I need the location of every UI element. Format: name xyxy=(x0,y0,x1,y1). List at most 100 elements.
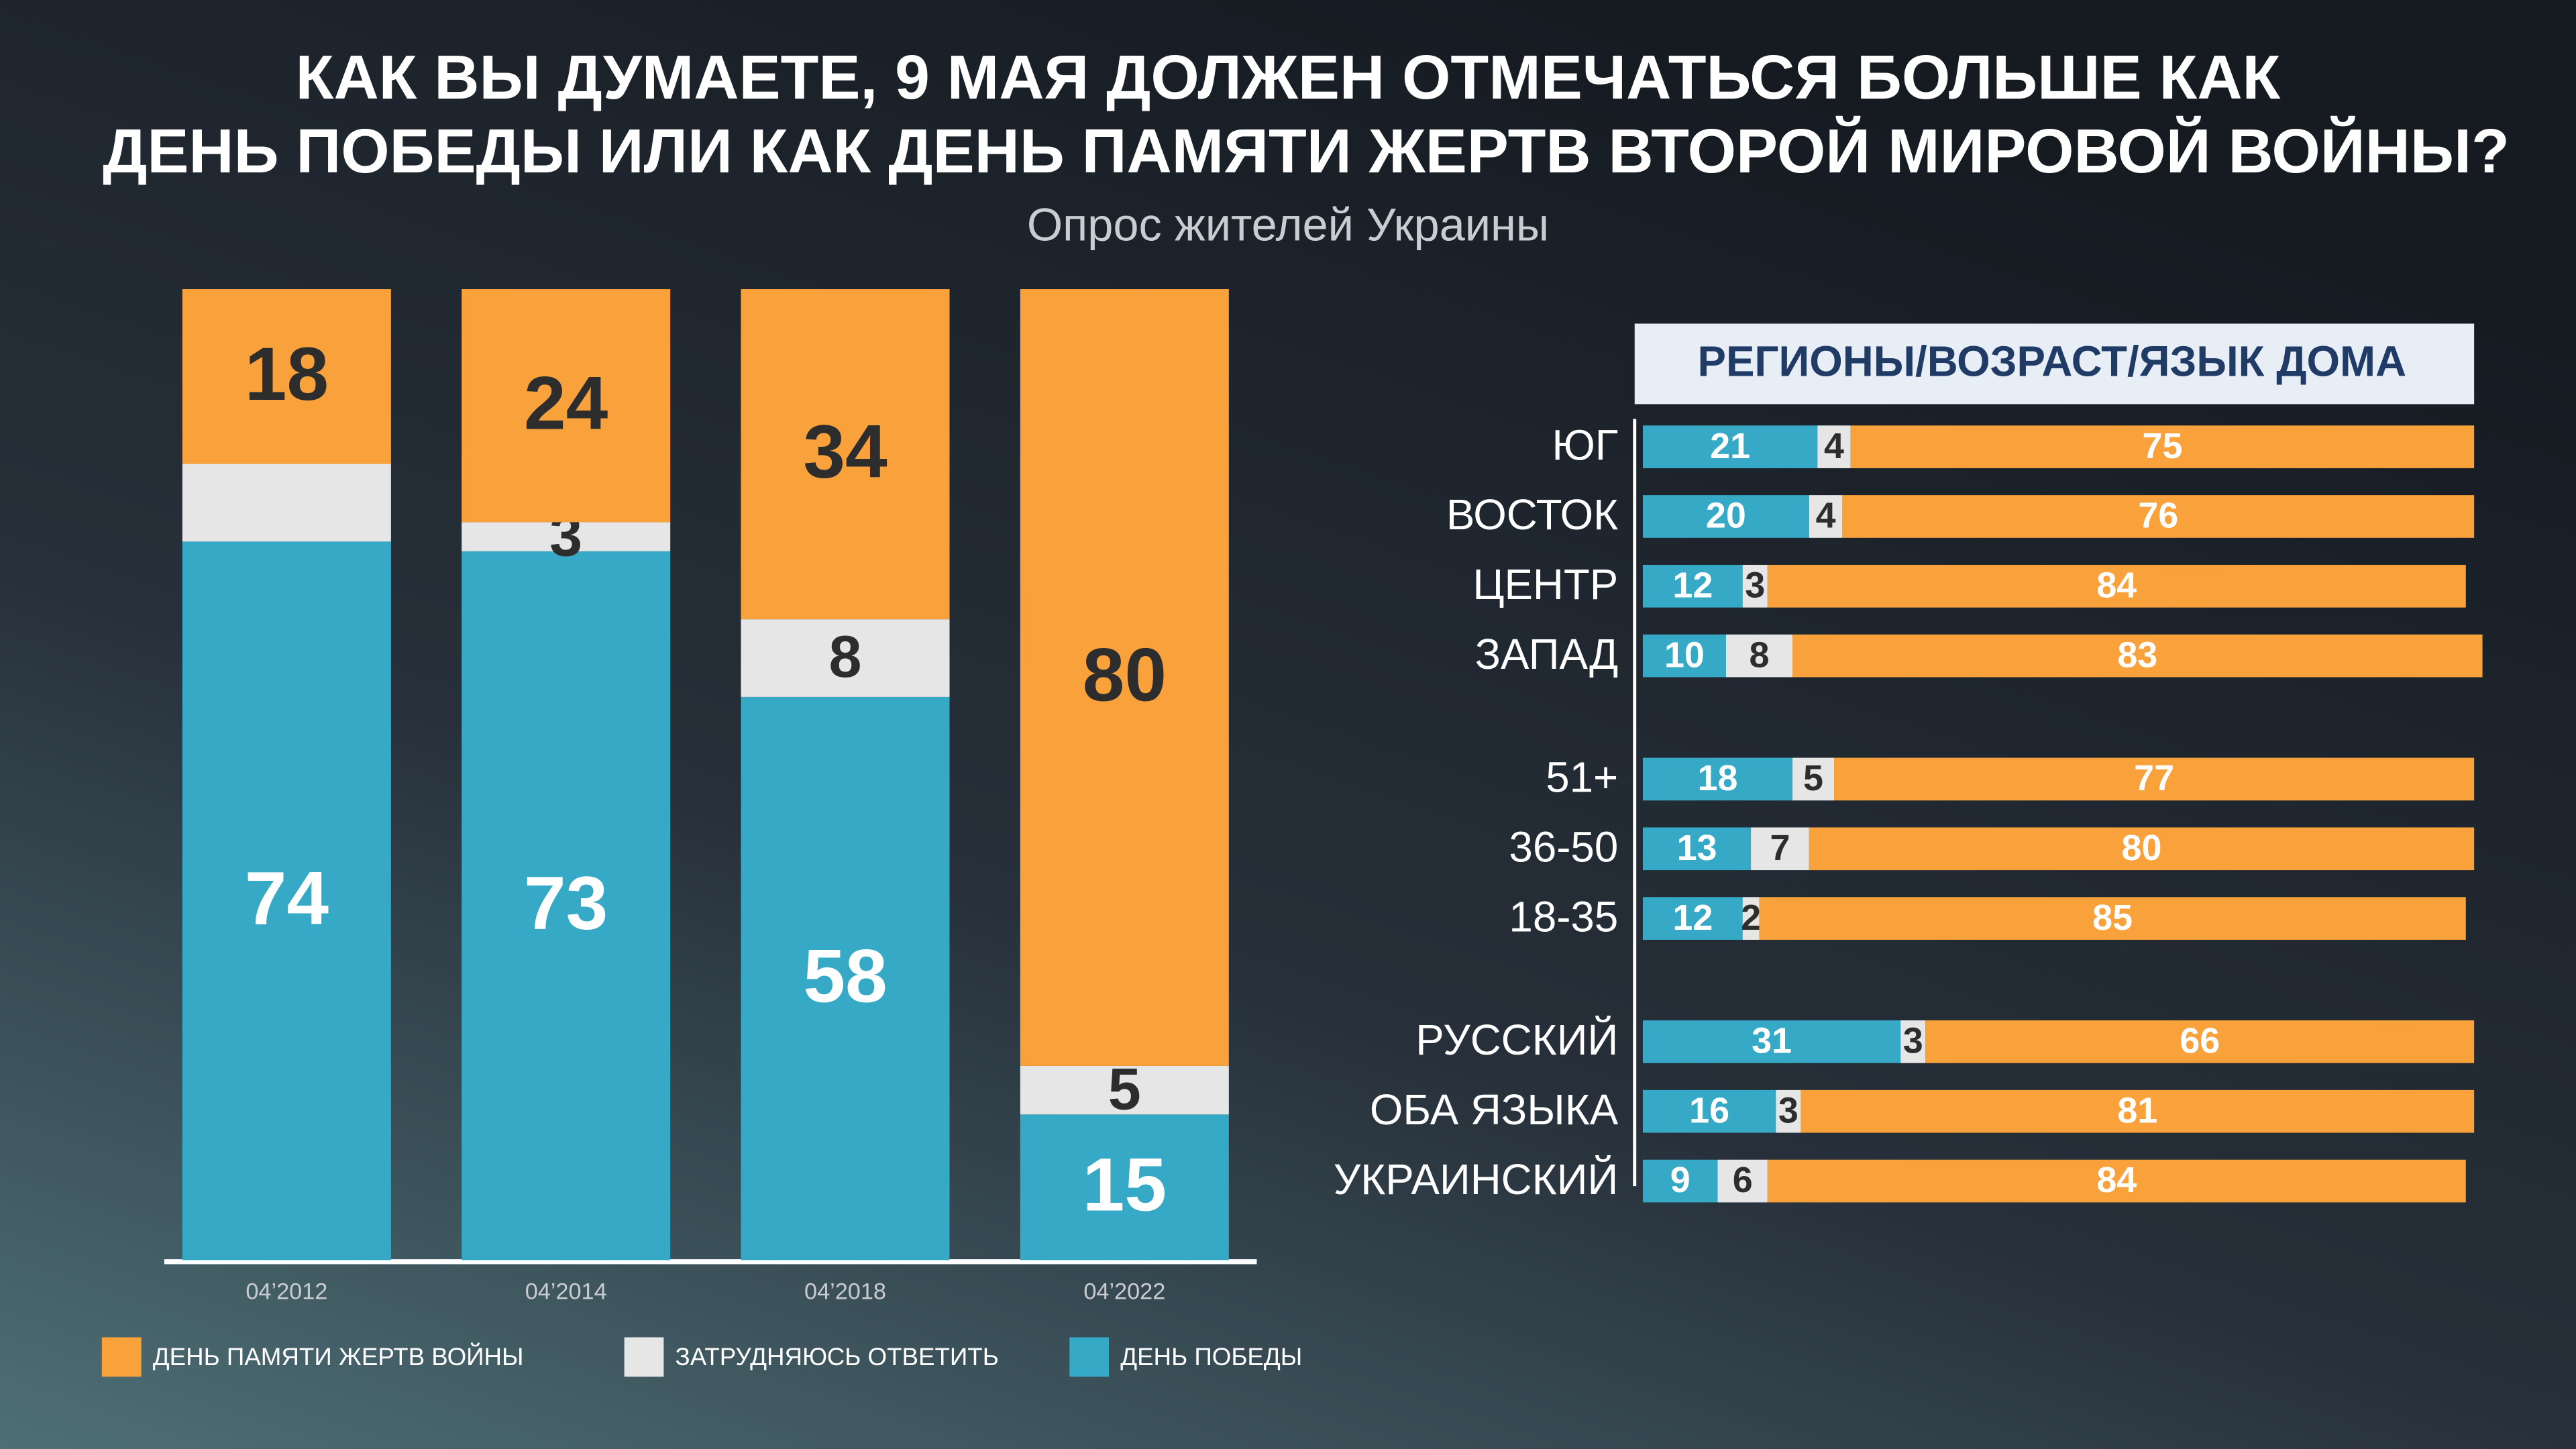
x-tick-label: 04’2022 xyxy=(1083,1279,1165,1304)
bar-segment xyxy=(1742,564,1768,608)
value-label: 81 xyxy=(2117,1090,2157,1130)
value-label: 5 xyxy=(1803,758,1823,798)
bar-segment xyxy=(1642,897,1743,940)
bar-segment xyxy=(741,619,950,697)
bar-segment xyxy=(1642,634,1726,678)
panel-header xyxy=(1634,323,2475,405)
value-label: 8 xyxy=(1749,635,1769,675)
value-label: 8 xyxy=(828,623,861,690)
bar-segment xyxy=(741,696,950,1260)
legend-swatch xyxy=(101,1337,142,1377)
bar-segment xyxy=(1020,1114,1229,1260)
bar-segment xyxy=(1850,425,2475,468)
value-label: 3 xyxy=(1903,1021,1923,1061)
value-label: 34 xyxy=(803,409,888,494)
bar-segment xyxy=(1792,634,2483,678)
legend-label: ЗАТРУДНЯЮСЬ ОТВЕТИТЬ xyxy=(676,1343,999,1371)
value-label: 12 xyxy=(1672,898,1713,938)
value-label: 12 xyxy=(1672,565,1713,605)
value-label: 58 xyxy=(803,933,887,1018)
bar-segment xyxy=(1642,1020,1901,1063)
category-label: ЗАПАД xyxy=(1475,631,1619,678)
bar-segment xyxy=(1642,425,1818,468)
value-label: 9 xyxy=(1670,1160,1690,1200)
bar-segment xyxy=(462,289,671,523)
value-label: 21 xyxy=(1710,426,1750,466)
bar-segment xyxy=(1833,757,2475,801)
bar-segment xyxy=(1717,1159,1768,1203)
category-label: ЦЕНТР xyxy=(1472,561,1618,608)
value-label: 3 xyxy=(1745,565,1765,605)
value-label: 15 xyxy=(1083,1142,1167,1226)
value-label: 20 xyxy=(1706,496,1746,536)
value-label: 2 xyxy=(1741,898,1761,938)
value-label: 3 xyxy=(1778,1090,1799,1130)
value-label: 85 xyxy=(2092,898,2133,938)
bar-segment xyxy=(1809,495,1843,538)
bar-segment xyxy=(1767,564,2466,608)
value-label: 4 xyxy=(1824,426,1844,466)
value-label: 6 xyxy=(1733,1160,1753,1200)
value-label: 16 xyxy=(1689,1090,1729,1130)
bar-segment xyxy=(1925,1020,2475,1063)
x-tick-label: 04’2018 xyxy=(804,1279,886,1304)
value-label: 7 xyxy=(1770,828,1790,868)
category-label: УКРАИНСКИЙ xyxy=(1334,1156,1618,1203)
value-label: 24 xyxy=(524,360,608,445)
bar-segment xyxy=(1759,897,2466,940)
legend-label: ДЕНЬ ПАМЯТИ ЖЕРТВ ВОЙНЫ xyxy=(153,1342,524,1371)
bar-segment xyxy=(1776,1089,1801,1133)
value-label: 73 xyxy=(524,861,608,945)
value-label: 5 xyxy=(1108,1055,1141,1122)
value-label: 10 xyxy=(1664,635,1705,675)
value-label: 75 xyxy=(2143,426,2183,466)
value-label: 4 xyxy=(1816,496,1836,536)
bar-segment xyxy=(1767,1159,2466,1203)
value-label: 80 xyxy=(2122,828,2162,868)
value-label: 76 xyxy=(2138,496,2178,536)
bar-segment xyxy=(1725,634,1793,678)
value-label: 31 xyxy=(1752,1021,1792,1061)
bar-segment xyxy=(1642,495,1809,538)
bar-segment xyxy=(182,289,391,464)
bar-segment xyxy=(1751,827,1809,871)
bar-segment xyxy=(462,522,671,551)
bar-segment xyxy=(1742,897,1760,940)
legend-label: ДЕНЬ ПОБЕДЫ xyxy=(1120,1343,1302,1371)
value-label: 83 xyxy=(2117,635,2157,675)
bar-segment xyxy=(1801,1089,2475,1133)
bar-segment xyxy=(462,551,671,1260)
bar-segment xyxy=(1900,1020,1926,1063)
bar-segment xyxy=(1642,757,1793,801)
panel-title: РЕГИОНЫ/ВОЗРАСТ/ЯЗЫК ДОМА xyxy=(1697,337,2406,385)
value-label: 18 xyxy=(1698,758,1738,798)
legend-swatch xyxy=(624,1337,664,1377)
bar-segment xyxy=(1020,1065,1229,1115)
value-label: 84 xyxy=(2096,565,2137,605)
bar-segment xyxy=(741,289,950,620)
category-label: 36-50 xyxy=(1509,824,1618,871)
value-label: 18 xyxy=(245,331,329,416)
title-line: КАК ВЫ ДУМАЕТЕ, 9 МАЯ ДОЛЖЕН ОТМЕЧАТЬСЯ … xyxy=(296,42,2281,112)
bar-segment xyxy=(1642,827,1752,871)
bar-segment xyxy=(182,464,391,542)
bar-segment xyxy=(1809,827,2475,871)
category-label: ВОСТОК xyxy=(1446,491,1618,539)
x-tick-label: 04’2014 xyxy=(525,1279,607,1304)
bar-segment xyxy=(182,541,391,1260)
bar-segment xyxy=(1020,289,1229,1066)
value-label: 80 xyxy=(1083,633,1167,717)
bar-segment xyxy=(1642,1159,1718,1203)
bar-segment xyxy=(1642,1089,1776,1133)
subtitle: Опрос жителей Украины xyxy=(1027,199,1549,251)
bar-segment xyxy=(1817,425,1851,468)
bar-segment xyxy=(1792,757,1834,801)
x-tick-label: 04’2012 xyxy=(246,1279,327,1304)
value-label: 66 xyxy=(2180,1021,2220,1061)
value-label: 77 xyxy=(2134,758,2174,798)
legend-swatch xyxy=(1069,1337,1110,1377)
category-label: 18-35 xyxy=(1509,893,1618,941)
